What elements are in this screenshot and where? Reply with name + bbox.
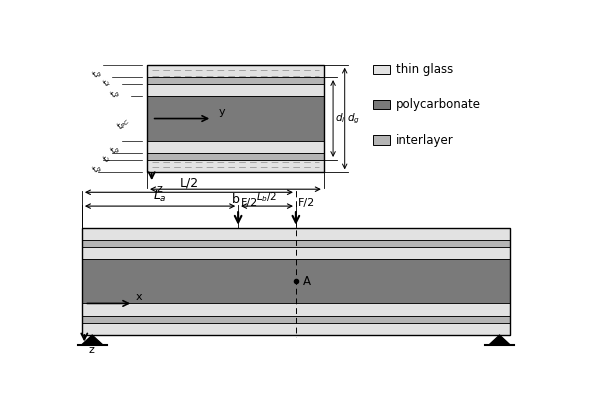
Bar <box>147 97 324 140</box>
Polygon shape <box>490 335 510 345</box>
Text: z: z <box>88 345 94 355</box>
Text: interlayer: interlayer <box>396 134 454 146</box>
Text: $L_a$: $L_a$ <box>153 189 167 204</box>
Text: $t_g$: $t_g$ <box>108 86 124 101</box>
Text: x: x <box>136 292 142 302</box>
Bar <box>147 65 324 172</box>
Bar <box>82 240 510 247</box>
Bar <box>147 77 324 84</box>
Text: y: y <box>219 107 226 117</box>
Text: b: b <box>232 193 239 206</box>
Bar <box>147 65 324 77</box>
Bar <box>82 323 510 335</box>
Text: $d_i$: $d_i$ <box>335 112 346 125</box>
Text: polycarbonate: polycarbonate <box>396 98 481 111</box>
Text: $L_b$/2: $L_b$/2 <box>256 190 278 204</box>
Polygon shape <box>82 335 103 345</box>
Text: $t_i$: $t_i$ <box>100 152 114 166</box>
Bar <box>147 160 324 172</box>
Bar <box>373 65 390 74</box>
Text: $t_i$: $t_i$ <box>100 76 114 90</box>
Bar <box>82 227 510 240</box>
Text: $t_{PC}$: $t_{PC}$ <box>115 114 133 133</box>
Text: $t_g$: $t_g$ <box>89 66 105 82</box>
Bar <box>82 316 510 323</box>
Text: z: z <box>157 184 162 194</box>
Bar <box>373 135 390 145</box>
Bar <box>82 247 510 259</box>
Bar <box>82 259 510 303</box>
Bar <box>147 140 324 153</box>
Text: F/2: F/2 <box>298 198 316 207</box>
Text: $d_g$: $d_g$ <box>347 111 359 126</box>
Text: thin glass: thin glass <box>396 63 453 76</box>
Bar <box>147 84 324 97</box>
Bar <box>373 100 390 109</box>
Text: A: A <box>303 275 311 288</box>
Bar <box>147 153 324 160</box>
Text: $t_g$: $t_g$ <box>108 142 124 158</box>
Text: $t_g$: $t_g$ <box>89 162 105 177</box>
Text: F/2: F/2 <box>241 198 257 207</box>
Bar <box>82 303 510 316</box>
Bar <box>82 227 510 335</box>
Text: L/2: L/2 <box>179 177 199 190</box>
